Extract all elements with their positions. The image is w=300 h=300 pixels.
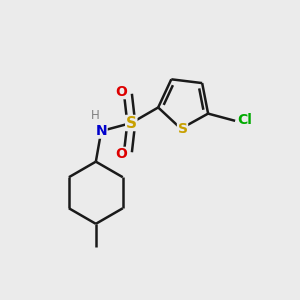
Text: H: H	[91, 109, 100, 122]
Text: O: O	[115, 147, 127, 161]
Text: N: N	[95, 124, 107, 138]
Text: O: O	[115, 85, 127, 99]
Text: S: S	[126, 116, 137, 130]
Text: Cl: Cl	[237, 113, 252, 127]
Text: S: S	[178, 122, 188, 136]
